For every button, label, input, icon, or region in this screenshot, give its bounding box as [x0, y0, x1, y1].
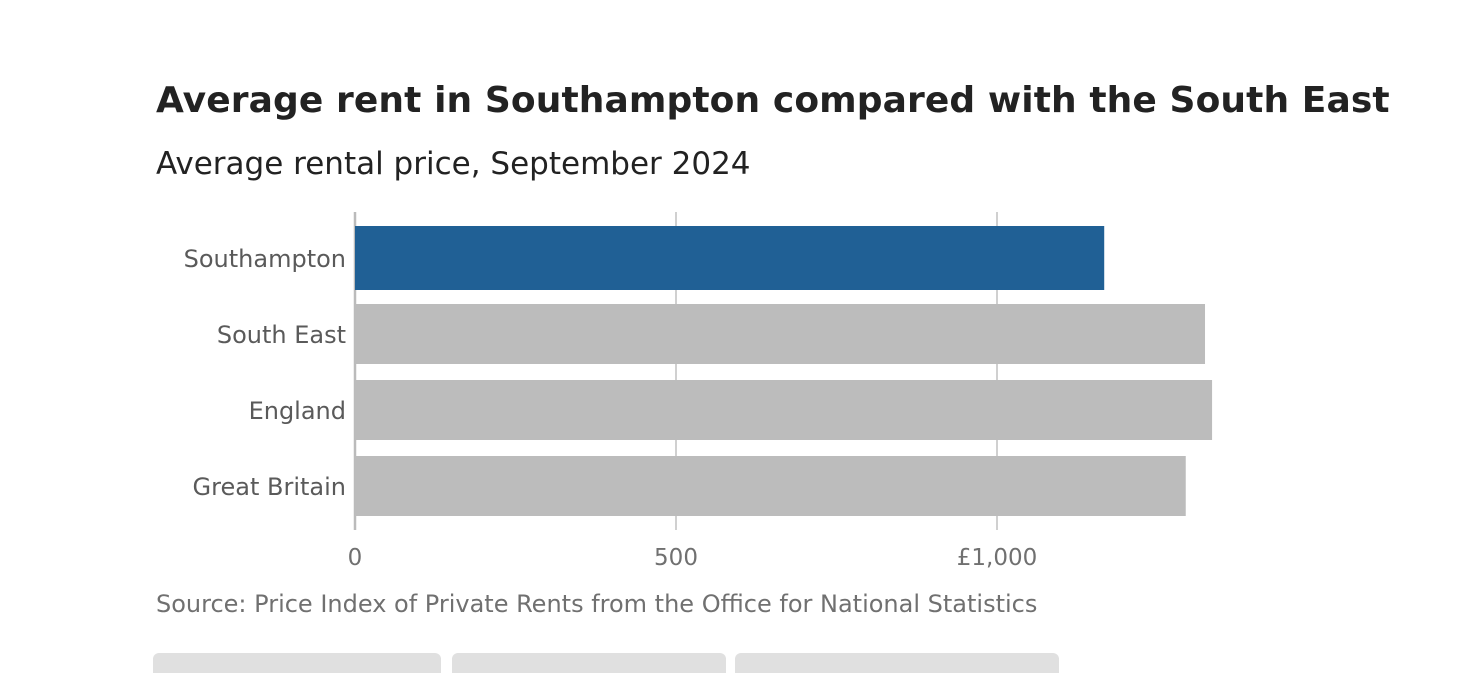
bar-great-britain	[355, 456, 1186, 516]
bottom-tab-3[interactable]	[735, 653, 1059, 673]
bar-southampton	[355, 226, 1105, 290]
category-label: Great Britain	[193, 473, 346, 501]
bar-south-east	[355, 304, 1206, 364]
chart-subtitle: Average rental price, September 2024	[156, 146, 751, 182]
bottom-tab-1[interactable]	[153, 653, 441, 673]
category-label: England	[249, 397, 346, 425]
x-tick-label: 0	[348, 545, 363, 571]
x-tick-label: 500	[654, 545, 698, 571]
x-tick-label: £1,000	[957, 545, 1037, 571]
bar-england	[355, 380, 1213, 440]
chart-title: Average rent in Southampton compared wit…	[156, 80, 1390, 121]
category-label: South East	[217, 321, 346, 349]
source-note: Source: Price Index of Private Rents fro…	[156, 590, 1038, 618]
bottom-tab-2[interactable]	[452, 653, 726, 673]
category-label: Southampton	[184, 245, 346, 273]
bar-chart: Southampton South East England Great Britai…	[184, 212, 1213, 571]
